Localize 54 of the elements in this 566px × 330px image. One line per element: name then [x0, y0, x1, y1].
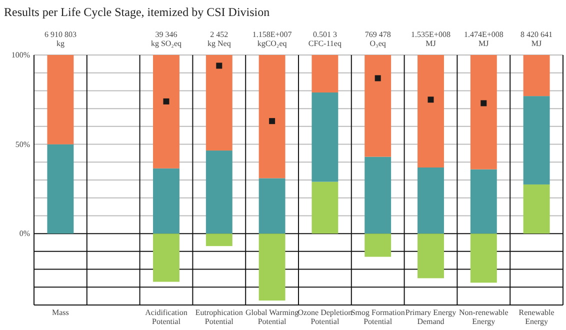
bar	[418, 168, 444, 234]
bar	[470, 55, 497, 170]
bar	[312, 55, 338, 92]
point	[216, 62, 222, 69]
bar	[418, 234, 444, 278]
x-tick-label: Global Warming Potential	[245, 308, 299, 326]
bar	[418, 55, 444, 168]
bar	[470, 169, 497, 234]
bar	[312, 182, 338, 234]
y-tick-label: 100%	[11, 50, 30, 60]
chart-title: Results per Life Cycle Stage, itemized by CSI Division	[4, 5, 270, 19]
y-tick-label: 0%	[19, 229, 30, 238]
text: 1.474E+008 MJ	[464, 30, 504, 48]
x-tick-label: Ozone Depletion Potential	[298, 308, 352, 326]
text: 6 910 803 kg	[44, 30, 76, 48]
x-tick-label: Acidification Potential	[145, 308, 188, 326]
x-tick-label: Primary Energy Demand	[405, 308, 456, 326]
bar	[153, 55, 180, 168]
bar	[206, 234, 232, 246]
point	[163, 98, 170, 104]
x-tick-label: Mass	[52, 308, 69, 317]
text: 1.535E+008 MJ	[411, 30, 450, 48]
point	[269, 118, 276, 124]
bar	[258, 178, 286, 234]
bar	[523, 96, 550, 184]
bar	[470, 234, 497, 283]
bar	[153, 168, 180, 234]
bar	[47, 55, 74, 144]
x-tick-label: Renewable Energy	[518, 308, 555, 326]
bar	[364, 234, 392, 257]
x-tick-label: Smog Formation Potential	[350, 308, 405, 326]
bar	[206, 150, 232, 234]
bar	[364, 156, 392, 234]
text: 769 478 O₃eq	[364, 30, 391, 48]
bar	[258, 55, 286, 178]
text: 8 420 641 MJ	[520, 30, 553, 48]
x-tick-label: Eutrophication Potential	[195, 308, 243, 326]
bar	[523, 184, 550, 234]
bar	[153, 234, 180, 282]
y-tick-label: 50%	[15, 140, 30, 149]
bar	[364, 55, 392, 157]
bar	[206, 55, 232, 151]
bar	[47, 144, 74, 234]
text: 2 452 kg Neq	[207, 30, 231, 48]
point	[428, 96, 434, 103]
text: 39 346 kg SO₂eq	[150, 30, 182, 48]
text: 1.158E+007 kgCO₂eq	[252, 30, 292, 48]
bar	[312, 92, 338, 182]
x-tick-label: Non-renewable Energy	[458, 308, 509, 326]
point	[480, 100, 487, 106]
bar	[523, 55, 550, 96]
bar	[258, 234, 286, 301]
point	[374, 75, 381, 82]
text: 0.501 3 CFC-11eq	[308, 30, 342, 48]
